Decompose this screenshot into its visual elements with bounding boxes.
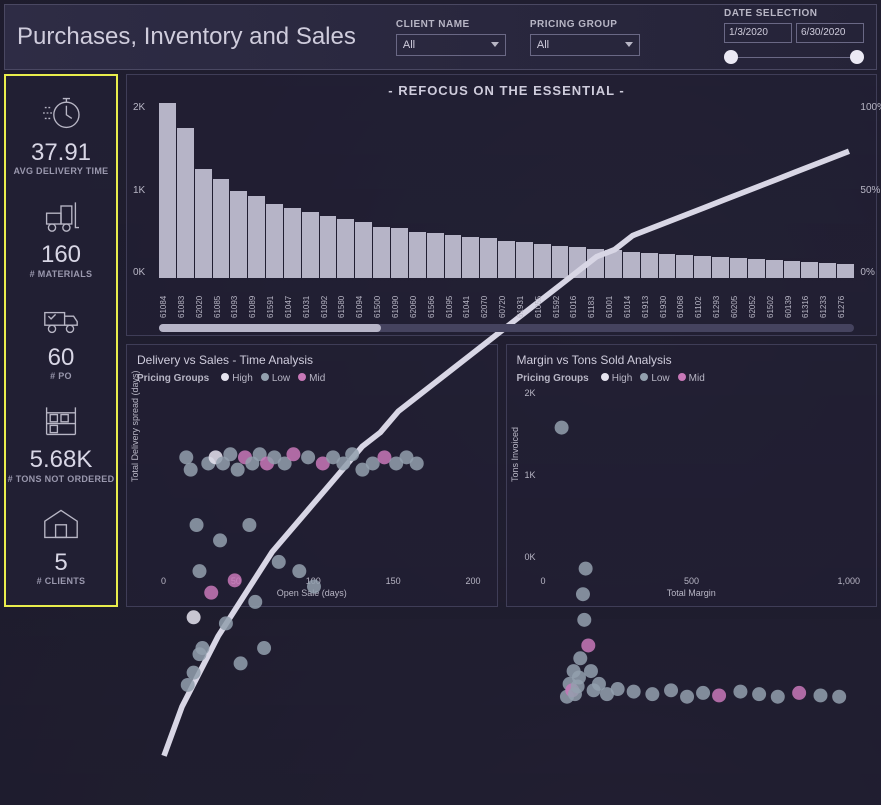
kpi-value: 5 xyxy=(6,550,116,576)
scatter2-plot xyxy=(517,388,867,738)
client-filter-label: CLIENT NAME xyxy=(396,19,506,30)
date-start-input[interactable]: 1/3/2020 xyxy=(724,23,792,43)
scatter1-legend: Pricing GroupsHighLowMid xyxy=(137,373,487,384)
client-filter: CLIENT NAME All xyxy=(396,19,506,56)
scatter1-plot xyxy=(137,388,487,738)
slider-handle-start[interactable] xyxy=(724,50,738,64)
pricing-filter: PRICING GROUP All xyxy=(530,19,640,56)
pareto-chart[interactable]: - REFOCUS ON THE ESSENTIAL - 2K1K0K 100%… xyxy=(126,74,877,336)
kpi-value: 37.91 xyxy=(6,140,116,166)
client-select[interactable]: All xyxy=(396,34,506,56)
stopwatch-icon xyxy=(40,95,82,131)
chevron-down-icon xyxy=(625,42,633,47)
pareto-bars xyxy=(155,102,858,278)
pareto-scrollbar[interactable] xyxy=(159,324,854,332)
kpi-value: 5.68K xyxy=(6,447,116,473)
header: Purchases, Inventory and Sales CLIENT NA… xyxy=(4,4,877,70)
scatter-delivery-sales[interactable]: Delivery vs Sales - Time Analysis Pricin… xyxy=(126,344,498,607)
pricing-filter-label: PRICING GROUP xyxy=(530,19,640,30)
date-label: DATE SELECTION xyxy=(724,8,864,19)
scatter-margin-tons[interactable]: Margin vs Tons Sold Analysis Pricing Gro… xyxy=(506,344,878,607)
scatter2-legend: Pricing GroupsHighLowMid xyxy=(517,373,867,384)
date-end-input[interactable]: 6/30/2020 xyxy=(796,23,864,43)
warehouse-icon xyxy=(40,505,82,541)
kpi-value: 160 xyxy=(6,242,116,268)
page-title: Purchases, Inventory and Sales xyxy=(17,23,356,51)
pareto-scroll-thumb[interactable] xyxy=(159,324,381,332)
kpi-materials: 160 # MATERIALS xyxy=(6,191,116,284)
pareto-y-right: 100%50%0% xyxy=(860,102,881,278)
slider-handle-end[interactable] xyxy=(850,50,864,64)
pareto-x-axis: 6108461083620206108561093610896159161047… xyxy=(155,284,858,318)
scatter1-title: Delivery vs Sales - Time Analysis xyxy=(137,353,487,367)
pareto-y-left: 2K1K0K xyxy=(133,102,145,278)
client-select-value: All xyxy=(403,39,415,51)
pareto-title: - REFOCUS ON THE ESSENTIAL - xyxy=(155,83,858,98)
shelves-icon xyxy=(40,402,82,438)
pareto-plot-area: 2K1K0K 100%50%0% xyxy=(155,102,858,278)
kpi-po: 60 # PO xyxy=(6,294,116,387)
kpi-label: AVG DELIVERY TIME xyxy=(6,166,116,176)
kpi-label: # PO xyxy=(6,371,116,381)
kpi-value: 60 xyxy=(6,345,116,371)
kpi-label: # MATERIALS xyxy=(6,269,116,279)
date-slider[interactable] xyxy=(724,47,864,67)
chevron-down-icon xyxy=(491,42,499,47)
scatter2-title: Margin vs Tons Sold Analysis xyxy=(517,353,867,367)
kpi-clients: 5 # CLIENTS xyxy=(6,499,116,592)
kpi-panel: 37.91 AVG DELIVERY TIME 160 # MATERIALS … xyxy=(4,74,118,607)
kpi-tons-not-ordered: 5.68K # TONS NOT ORDERED xyxy=(6,396,116,489)
delivery-truck-icon xyxy=(40,300,82,336)
kpi-label: # CLIENTS xyxy=(6,576,116,586)
kpi-label: # TONS NOT ORDERED xyxy=(6,474,116,484)
date-section: DATE SELECTION 1/3/2020 6/30/2020 xyxy=(724,8,864,67)
forklift-icon xyxy=(40,197,82,233)
pricing-select[interactable]: All xyxy=(530,34,640,56)
pricing-select-value: All xyxy=(537,39,549,51)
kpi-avg-delivery: 37.91 AVG DELIVERY TIME xyxy=(6,89,116,182)
